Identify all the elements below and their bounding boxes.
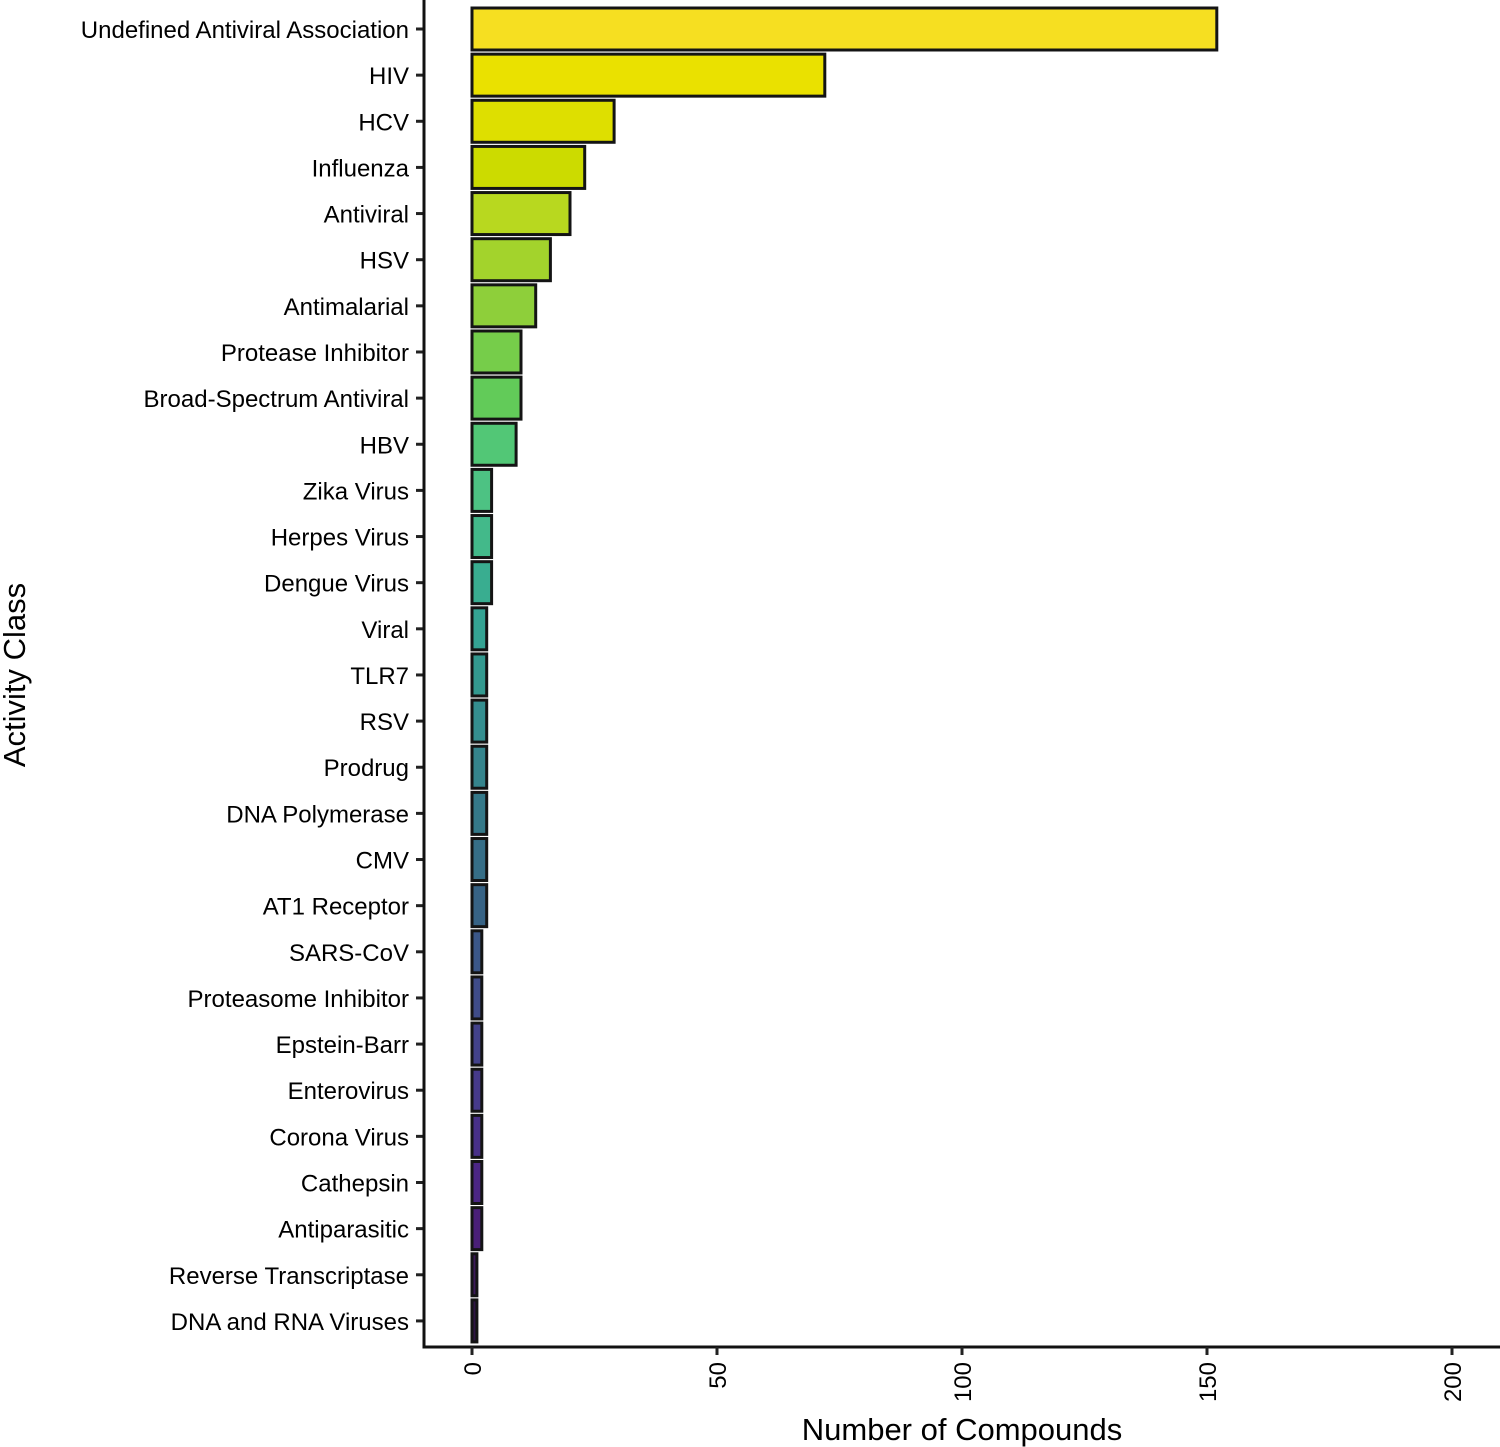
y-tick-label: TLR7 — [350, 663, 409, 690]
bars-group — [470, 6, 1219, 1344]
bar — [470, 790, 489, 836]
x-tick-label: 150 — [1195, 1362, 1222, 1402]
bar — [470, 283, 538, 329]
x-tick-label: 0 — [460, 1362, 487, 1375]
x-axis-title: Number of Compounds — [802, 1412, 1123, 1447]
y-tick-label: Proteasome Inhibitor — [188, 986, 409, 1013]
bar — [470, 1252, 479, 1298]
y-tick-label: Prodrug — [324, 755, 409, 782]
y-tick-label: Protease Inhibitor — [221, 340, 409, 367]
y-tick-label: Corona Virus — [269, 1124, 409, 1151]
bar — [470, 98, 616, 144]
bar — [470, 191, 572, 237]
bar — [470, 606, 489, 652]
y-tick-label: Cathepsin — [301, 1171, 409, 1198]
y-tick-label: HIV — [369, 63, 409, 90]
y-tick-label: DNA and RNA Viruses — [171, 1309, 409, 1336]
bar — [470, 237, 552, 283]
bar — [470, 514, 494, 560]
x-tick-label: 50 — [705, 1362, 732, 1389]
bar — [470, 329, 523, 375]
bar — [470, 144, 587, 190]
bar — [470, 1206, 484, 1252]
bar — [470, 467, 494, 513]
y-tick-label: Broad-Spectrum Antiviral — [144, 386, 409, 413]
y-tick-label: Viral — [361, 617, 409, 644]
x-tick-label: 100 — [950, 1362, 977, 1402]
bar — [470, 837, 489, 883]
y-tick-label: SARS-CoV — [289, 940, 409, 967]
y-axis-title: Activity Class — [0, 583, 32, 767]
y-tick-label: AT1 Receptor — [263, 894, 409, 921]
bar — [470, 1160, 484, 1205]
y-tick-label: Influenza — [312, 155, 410, 182]
y-tick-label: Undefined Antiviral Association — [81, 17, 409, 44]
bar — [470, 1113, 484, 1159]
bar — [470, 560, 494, 606]
bar — [470, 929, 484, 975]
bar — [470, 883, 489, 929]
bar — [470, 1021, 484, 1067]
y-tick-label: Antiparasitic — [278, 1217, 409, 1244]
bar — [470, 375, 523, 421]
y-tick-label: Zika Virus — [303, 478, 409, 505]
y-axis: Undefined Antiviral Association HIV HCV Inf… — [81, 0, 426, 1349]
y-tick-label: HBV — [360, 432, 409, 459]
bar — [470, 1298, 479, 1344]
y-tick-label: Enterovirus — [288, 1078, 409, 1105]
y-tick-label: HSV — [360, 248, 409, 275]
y-tick-label: DNA Polymerase — [226, 801, 409, 828]
y-tick-label: CMV — [356, 848, 409, 875]
bar — [470, 652, 489, 698]
bar — [470, 421, 518, 467]
bar — [470, 6, 1219, 52]
bar — [470, 975, 484, 1021]
bar — [470, 1067, 484, 1113]
y-tick-label: RSV — [360, 709, 409, 736]
bar — [470, 744, 489, 790]
bar — [470, 698, 489, 744]
x-tick-label: 200 — [1440, 1362, 1467, 1402]
y-tick-label: Dengue Virus — [264, 571, 409, 598]
y-tick-label: Herpes Virus — [271, 525, 409, 552]
y-tick-label: Reverse Transcriptase — [169, 1263, 409, 1290]
y-tick-label: HCV — [358, 109, 409, 136]
y-tick-label: Antiviral — [324, 202, 409, 229]
bar — [470, 52, 827, 98]
x-axis: 0 50 100 150 200 — [422, 1345, 1500, 1402]
y-tick-label: Epstein-Barr — [276, 1032, 409, 1059]
y-tick-label: Antimalarial — [284, 294, 409, 321]
